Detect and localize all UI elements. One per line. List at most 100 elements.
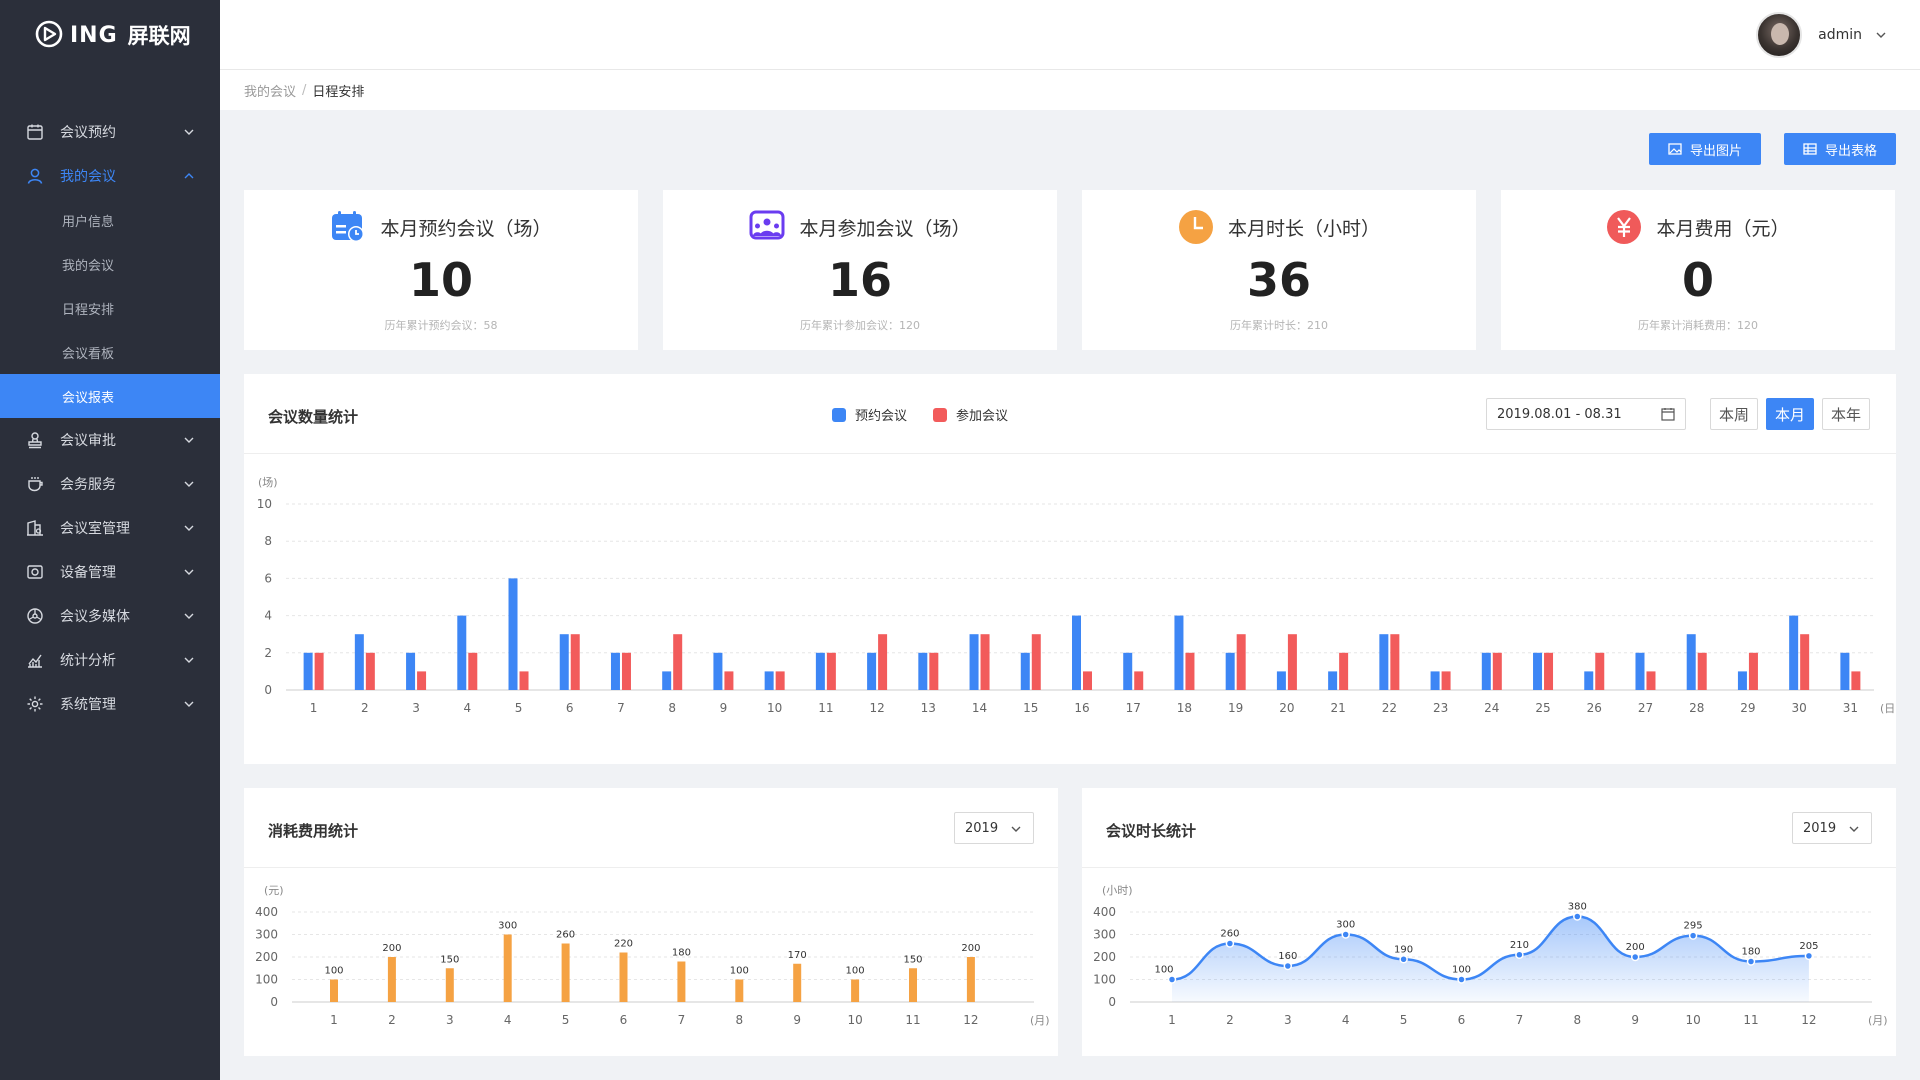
sidebar-item-5[interactable]: 设备管理 bbox=[0, 550, 220, 594]
x-tick-label: 3 bbox=[446, 1013, 454, 1027]
device-icon bbox=[26, 563, 44, 581]
sidebar-subitem-3[interactable]: 会议看板 bbox=[62, 346, 115, 362]
data-label: 100 bbox=[1154, 965, 1173, 976]
calendar-clock-icon bbox=[332, 211, 365, 242]
image-icon bbox=[1668, 143, 1682, 155]
bar-booked bbox=[1635, 652, 1645, 690]
sidebar-subitem-1[interactable]: 我的会议 bbox=[62, 258, 115, 274]
bar-attended bbox=[468, 652, 478, 690]
x-tick-label: 20 bbox=[1279, 701, 1294, 715]
sidebar-item-6[interactable]: 会议多媒体 bbox=[0, 594, 220, 638]
sidebar-subitem-0[interactable]: 用户信息 bbox=[62, 214, 115, 230]
bar-booked bbox=[1020, 652, 1030, 690]
sidebar-item-label: 会议预约 bbox=[60, 125, 116, 141]
data-point bbox=[1341, 930, 1350, 939]
legend-item-booked[interactable]: 预约会议 bbox=[832, 405, 907, 424]
bar-booked bbox=[1072, 615, 1081, 690]
x-tick-label: 7 bbox=[678, 1013, 686, 1027]
breadcrumb-separator: / bbox=[302, 82, 307, 98]
x-tick-label: 2 bbox=[361, 701, 369, 715]
bar-booked bbox=[1123, 652, 1133, 690]
sidebar-item-3[interactable]: 会务服务 bbox=[0, 462, 220, 506]
data-label: 190 bbox=[1394, 944, 1413, 955]
cost-year-select[interactable]: 2019 bbox=[954, 812, 1034, 844]
stat-label: 本月参加会议（场） bbox=[799, 217, 971, 240]
x-tick-label: 26 bbox=[1587, 701, 1602, 715]
bar-attended bbox=[1851, 671, 1861, 690]
stat-label: 本月时长（小时） bbox=[1227, 217, 1380, 240]
sidebar-item-label: 会议室管理 bbox=[60, 521, 130, 537]
data-label: 295 bbox=[1684, 921, 1703, 932]
x-tick-label: 31 bbox=[1843, 701, 1858, 715]
data-label: 205 bbox=[1799, 941, 1818, 952]
date-range-input[interactable]: 2019.08.01 - 08.31 bbox=[1486, 398, 1686, 430]
y-tick-label: 100 bbox=[1093, 973, 1116, 987]
user-menu[interactable]: admin bbox=[1756, 12, 1886, 58]
bar-booked bbox=[1328, 671, 1338, 690]
brand-name: 屏联网 bbox=[127, 24, 191, 48]
x-tick-label: 12 bbox=[869, 701, 884, 715]
bar-attended bbox=[1800, 634, 1810, 690]
data-label: 200 bbox=[961, 943, 980, 954]
duration-year-select[interactable]: 2019 bbox=[1792, 812, 1872, 844]
sidebar-item-8[interactable]: 系统管理 bbox=[0, 682, 220, 726]
y-axis-unit: (小时) bbox=[1102, 884, 1133, 897]
bar-attended bbox=[1390, 634, 1400, 690]
period-year-button[interactable]: 本年 bbox=[1822, 398, 1870, 430]
sidebar-subitem-2[interactable]: 日程安排 bbox=[62, 302, 115, 318]
sidebar-item-2[interactable]: 会议审批 bbox=[0, 418, 220, 462]
x-tick-label: 11 bbox=[905, 1013, 920, 1027]
sidebar-item-7[interactable]: 统计分析 bbox=[0, 638, 220, 682]
bar-attended bbox=[1083, 671, 1092, 690]
stat-card-duration: 本月时长（小时） 36 历年累计时长：210 bbox=[1082, 190, 1476, 350]
bar-attended bbox=[365, 652, 375, 690]
bar-booked bbox=[1379, 634, 1389, 690]
legend-label: 参加会议 bbox=[956, 409, 1009, 424]
x-axis-unit: (月) bbox=[1030, 1014, 1050, 1027]
y-tick-label: 2 bbox=[264, 646, 272, 660]
sidebar-item-label: 设备管理 bbox=[60, 565, 116, 581]
avatar[interactable] bbox=[1756, 12, 1803, 58]
year-value: 2019 bbox=[965, 820, 999, 836]
bar-booked bbox=[354, 634, 364, 690]
data-point bbox=[1399, 955, 1408, 964]
bar-booked bbox=[1430, 671, 1440, 690]
data-label: 200 bbox=[382, 943, 401, 954]
period-month-button[interactable]: 本月 bbox=[1766, 398, 1814, 430]
sidebar-item-1[interactable]: 我的会议 bbox=[0, 154, 220, 198]
sidebar-item-0[interactable]: 会议预约 bbox=[0, 110, 220, 154]
stat-card-cost: 本月费用（元） 0 历年累计消耗费用：120 bbox=[1501, 190, 1895, 350]
x-tick-label: 13 bbox=[921, 701, 936, 715]
bar bbox=[966, 957, 975, 1002]
chevron-down-icon[interactable] bbox=[1876, 30, 1886, 40]
calendar-icon[interactable] bbox=[1661, 407, 1675, 421]
sidebar-subitem-4[interactable]: 会议报表 bbox=[0, 374, 220, 418]
data-label: 100 bbox=[1452, 965, 1471, 976]
user-name[interactable]: admin bbox=[1818, 27, 1862, 43]
data-label: 300 bbox=[498, 921, 517, 932]
sidebar-nav: 会议预约 我的会议 用户信息 我的会议 日程安排 会议看板 会议报表 会议审批 会务服务 会议室管… bbox=[0, 110, 220, 726]
y-tick-label: 0 bbox=[264, 683, 272, 697]
period-week-button[interactable]: 本周 bbox=[1710, 398, 1758, 430]
y-tick-label: 10 bbox=[257, 497, 272, 511]
sidebar: ING 屏联网 会议预约 我的会议 用户信息 我的会议 日程安排 会议看板 会议报表 会议审批… bbox=[0, 0, 220, 1080]
room-icon bbox=[26, 519, 44, 537]
legend-item-attended[interactable]: 参加会议 bbox=[933, 405, 1008, 424]
cost-chart: (元) 0 100 200 300 400 100 1 200 2 150 3 300 4 260 5 220 6… bbox=[255, 884, 1050, 1027]
data-label: 150 bbox=[903, 954, 922, 965]
x-tick-label: 28 bbox=[1689, 701, 1704, 715]
export-table-button[interactable]: 导出表格 bbox=[1784, 133, 1896, 165]
export-image-button[interactable]: 导出图片 bbox=[1649, 133, 1761, 165]
export-table-label: 导出表格 bbox=[1824, 143, 1877, 159]
sidebar-item-4[interactable]: 会议室管理 bbox=[0, 506, 220, 550]
bar bbox=[619, 952, 628, 1002]
x-tick-label: 8 bbox=[668, 701, 676, 715]
chart-icon bbox=[26, 651, 44, 669]
breadcrumb-parent[interactable]: 我的会议 bbox=[244, 84, 297, 100]
x-tick-label: 9 bbox=[793, 1013, 801, 1027]
bar-booked bbox=[610, 652, 620, 690]
brand-logo[interactable]: ING 屏联网 bbox=[0, 0, 220, 70]
bar-attended bbox=[1748, 652, 1758, 690]
chevron-down-icon bbox=[1011, 826, 1021, 832]
calendar-icon bbox=[26, 123, 44, 141]
